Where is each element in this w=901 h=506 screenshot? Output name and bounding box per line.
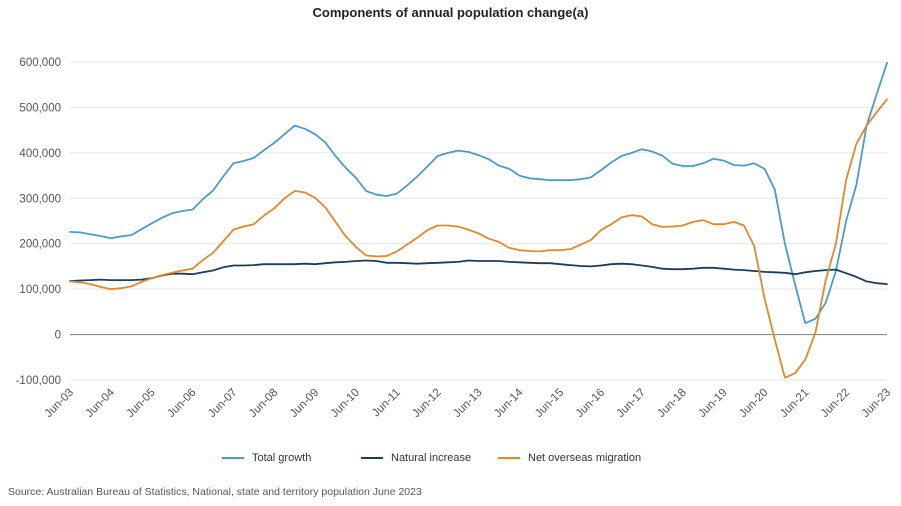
- x-tick-label: Jun-05: [124, 387, 157, 420]
- y-tick-label: -100,000: [16, 375, 61, 387]
- x-tick-label: Jun-23: [860, 387, 893, 420]
- x-tick-label: Jun-08: [247, 387, 280, 420]
- x-tick-label: Jun-11: [370, 387, 403, 420]
- x-tick-label: Jun-10: [329, 387, 362, 420]
- y-tick-label: 500,000: [19, 102, 61, 114]
- x-tick-label: Jun-16: [574, 387, 607, 420]
- y-tick-label: 300,000: [19, 193, 61, 205]
- legend-swatch-total-growth: [222, 457, 244, 459]
- y-tick-label: 400,000: [19, 148, 61, 160]
- x-tick-label: Jun-13: [451, 387, 484, 420]
- x-axis-ticks: Jun-03 Jun-04 Jun-05 Jun-06 Jun-07 Jun-08 Jun-…: [43, 386, 893, 420]
- natural-increase-line: [69, 259, 888, 286]
- x-tick-label: Jun-12: [410, 387, 443, 420]
- x-tick-label: Jun-15: [533, 387, 566, 420]
- x-tick-label: Jun-19: [696, 387, 729, 420]
- y-tick-label: 600,000: [19, 57, 61, 69]
- x-tick-label: Jun-06: [165, 387, 198, 420]
- total-growth-line: [69, 62, 888, 325]
- legend: Total growth Natural increase Net overse…: [0, 452, 901, 468]
- legend-item-net-overseas-migration: Net overseas migration: [498, 452, 641, 464]
- source-note: Source: Australian Bureau of Statistics,…: [8, 486, 422, 498]
- y-axis-ticks: 600,000 500,000 400,000 300,000 200,000 100,0…: [16, 57, 61, 387]
- x-tick-label: Jun-20: [737, 387, 770, 420]
- x-tick-label: Jun-21: [778, 387, 811, 420]
- legend-label-total-growth: Total growth: [252, 452, 312, 464]
- legend-label-natural-increase: Natural increase: [391, 452, 472, 464]
- legend-item-natural-increase: Natural increase: [361, 452, 471, 464]
- chart-title: Components of annual population change(a…: [312, 5, 589, 20]
- y-tick-label: 200,000: [19, 239, 61, 251]
- x-tick-label: Jun-09: [288, 387, 321, 420]
- x-tick-label: Jun-17: [615, 387, 648, 420]
- legend-swatch-natural-increase: [361, 457, 383, 459]
- x-tick-label: Jun-18: [656, 387, 689, 420]
- x-tick-label: Jun-04: [84, 386, 118, 420]
- y-tick-label: 0: [55, 330, 61, 342]
- legend-swatch-net-overseas-migration: [498, 457, 520, 459]
- gridlines: [70, 61, 887, 381]
- net-overseas-migration-line: [69, 98, 888, 379]
- x-tick-label: Jun-22: [819, 387, 852, 420]
- y-tick-label: 100,000: [19, 284, 61, 296]
- x-tick-label: Jun-03: [43, 387, 76, 420]
- series-lines: [69, 62, 888, 379]
- legend-item-total-growth: Total growth: [222, 452, 311, 464]
- x-tick-label: Jun-14: [492, 386, 526, 420]
- x-tick-label: Jun-07: [206, 387, 239, 420]
- legend-label-net-overseas-migration: Net overseas migration: [528, 452, 642, 464]
